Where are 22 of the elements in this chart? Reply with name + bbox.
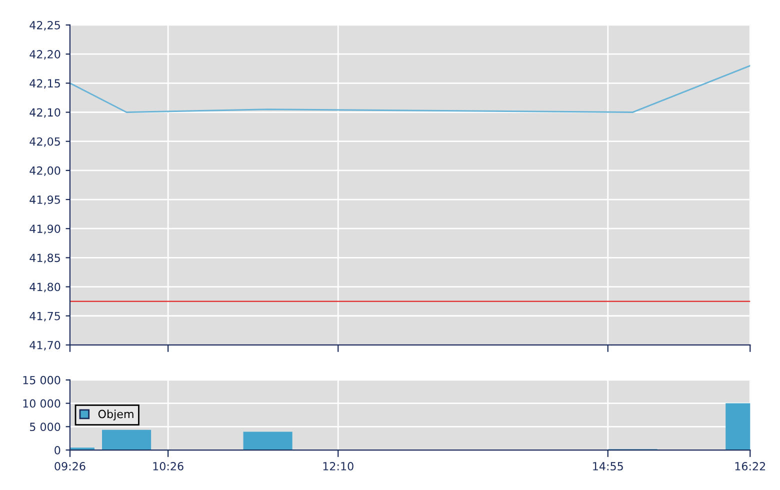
x-tick-label: 09:26 — [54, 462, 86, 470]
y-tick-label: 41,85 — [30, 254, 60, 264]
y-tick-label: 41,95 — [30, 195, 60, 206]
y-tick-label: 42,10 — [30, 108, 60, 118]
y-tick-label: 41,90 — [30, 224, 60, 234]
y-tick-label: 42,05 — [30, 137, 60, 147]
y-tick-label: 5 000 — [30, 422, 60, 432]
y-tick-label: 15 000 — [23, 376, 60, 384]
x-tick-label: 14:55 — [593, 462, 623, 470]
legend-label: Objem — [98, 410, 134, 420]
y-tick-label: 42,15 — [30, 79, 60, 89]
y-tick-label: 42,00 — [30, 166, 60, 176]
y-tick-label: 42,25 — [30, 20, 60, 31]
y-tick-label: 0 — [54, 446, 60, 454]
y-tick-label: 41,80 — [30, 282, 60, 292]
y-tick-label: 41,75 — [30, 312, 60, 322]
x-tick-label: 12:10 — [323, 462, 354, 470]
y-tick-label: 41,70 — [30, 340, 60, 350]
y-tick-label: 42,20 — [30, 50, 60, 60]
x-tick-label: 10:26 — [153, 462, 184, 470]
y-tick-label: 10 000 — [23, 399, 60, 408]
x-tick-label: 16:22 — [735, 462, 766, 470]
